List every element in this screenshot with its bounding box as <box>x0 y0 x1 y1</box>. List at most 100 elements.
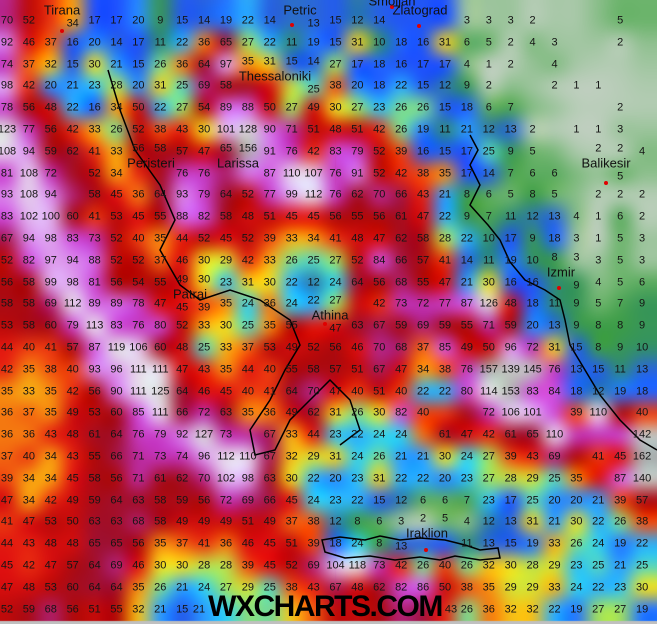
precip-value: 38 <box>329 79 342 92</box>
precip-value: 82 <box>197 210 211 223</box>
precip-value: 34 <box>44 450 57 463</box>
precip-value: 9 <box>639 319 646 332</box>
precip-value: 76 <box>460 363 474 376</box>
precip-value: 96 <box>504 341 517 354</box>
precip-value: 2 <box>617 188 624 201</box>
precip-value: 60 <box>66 581 79 594</box>
precip-value: 47 <box>176 363 189 376</box>
precip-value: 42 <box>373 123 386 136</box>
precip-value: 32 <box>526 603 539 616</box>
precip-value: 39 <box>395 145 408 158</box>
precip-value: 8 <box>595 341 602 354</box>
precip-value: 36 <box>482 603 495 616</box>
precip-value: 42 <box>66 123 79 136</box>
precip-value: 73 <box>219 428 233 441</box>
precip-value: 30 <box>197 254 211 267</box>
precip-value: 40 <box>132 232 145 245</box>
precip-value: 93 <box>0 188 14 201</box>
precip-value: 26 <box>416 559 430 572</box>
precip-value: 3 <box>639 254 646 267</box>
precip-value: 87 <box>460 297 474 310</box>
precip-value: 81 <box>88 276 101 289</box>
precip-value: 18 <box>526 297 539 310</box>
precip-value: 4 <box>463 58 470 71</box>
precip-value: 76 <box>285 145 298 158</box>
precip-value: 39 <box>614 494 627 507</box>
precip-value: 2 <box>595 188 602 201</box>
precip-value: 113 <box>85 319 104 332</box>
precip-value: 37 <box>22 406 36 419</box>
precip-value: 40 <box>241 385 255 398</box>
precip-value: 47 <box>395 363 408 376</box>
precip-value: 26 <box>614 515 627 528</box>
precip-value: 21 <box>66 79 79 92</box>
precip-value: 42 <box>373 297 386 310</box>
precip-value: 35 <box>570 472 583 485</box>
precip-value: 94 <box>22 232 36 245</box>
precip-value: 76 <box>132 428 145 441</box>
wxcharts-watermark: WXCHARTS.COM <box>208 590 443 623</box>
precip-value: 31 <box>373 472 386 485</box>
city-marker-icon <box>323 322 327 326</box>
precip-value: 76 <box>329 188 342 201</box>
precip-value: 26 <box>416 101 430 114</box>
precip-value: 52 <box>0 603 14 616</box>
precip-value: 40 <box>416 406 430 419</box>
precip-value: 67 <box>373 363 386 376</box>
precip-value: 15 <box>438 145 452 158</box>
precip-value: 31 <box>351 36 364 49</box>
precip-value: 16 <box>416 145 430 158</box>
precip-value: 53 <box>88 406 101 419</box>
precip-value: 9 <box>573 319 580 332</box>
precip-value: 108 <box>19 188 39 201</box>
precip-value: 43 <box>176 123 189 136</box>
precip-value: 65 <box>526 428 539 441</box>
precip-value: 58 <box>22 297 36 310</box>
precip-value: 47 <box>0 494 14 507</box>
precip-value: 47 <box>460 428 474 441</box>
precip-value: 69 <box>548 450 561 463</box>
precip-value: 90 <box>110 385 123 398</box>
precip-value: 69 <box>307 559 320 572</box>
precip-value: 55 <box>285 319 298 332</box>
precip-value: 28 <box>504 472 517 485</box>
precip-value: 112 <box>304 188 323 201</box>
precip-value: 48 <box>176 341 189 354</box>
precip-value: 67 <box>373 319 386 332</box>
precip-value: 45 <box>285 494 298 507</box>
precip-value: 101 <box>216 123 236 136</box>
precip-value: 47 <box>44 559 57 572</box>
precip-value: 25 <box>548 472 561 485</box>
precip-value: 3 <box>463 14 470 27</box>
precip-value: 18 <box>570 385 583 398</box>
precip-value: 26 <box>110 123 123 136</box>
precip-value: 56 <box>0 276 14 289</box>
precip-value: 162 <box>632 450 652 463</box>
precip-value: 85 <box>438 341 452 354</box>
precip-value: 2 <box>617 36 624 49</box>
precip-value: 36 <box>176 58 189 71</box>
precip-value: 77 <box>22 123 36 136</box>
precip-value: 15 <box>416 79 430 92</box>
precip-value: 43 <box>44 428 57 441</box>
precip-value: 53 <box>263 341 276 354</box>
precip-value: 45 <box>176 301 189 313</box>
precip-value: 4 <box>639 145 646 158</box>
turkey-coastline <box>469 134 657 451</box>
precip-value: 58 <box>219 79 233 92</box>
precip-value: 8 <box>551 251 558 264</box>
precip-value: 6 <box>639 276 646 289</box>
precip-value: 48 <box>241 210 255 223</box>
precip-value: 6 <box>529 167 536 180</box>
precip-value: 98 <box>0 79 14 92</box>
city-label: Balikesir <box>581 155 631 171</box>
precip-value: 65 <box>110 537 123 550</box>
precip-value: 35 <box>44 385 57 398</box>
precip-value: 45 <box>110 188 123 201</box>
precip-value: 36 <box>219 537 233 550</box>
precip-value: 46 <box>197 385 211 398</box>
precip-value: 12 <box>351 14 364 27</box>
precip-value: 58 <box>219 210 233 223</box>
precip-value: 15 <box>329 36 342 49</box>
